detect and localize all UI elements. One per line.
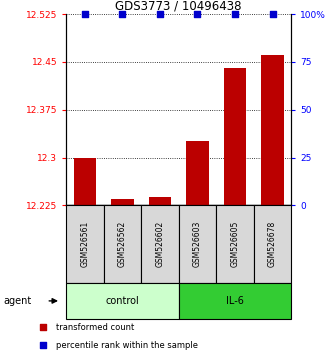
Bar [111, 199, 134, 205]
Text: GSM526561: GSM526561 [80, 221, 89, 267]
Text: IL-6: IL-6 [226, 296, 244, 306]
Point [270, 11, 275, 17]
Bar [66, 283, 179, 319]
Bar [254, 205, 291, 283]
Bar [104, 205, 141, 283]
Bar [216, 205, 254, 283]
Bar [261, 55, 284, 205]
Text: control: control [106, 296, 139, 306]
Bar [66, 205, 104, 283]
Bar [141, 205, 179, 283]
Point [82, 11, 88, 17]
Text: GSM526562: GSM526562 [118, 221, 127, 267]
Title: GDS3773 / 10496438: GDS3773 / 10496438 [116, 0, 242, 13]
Point [41, 325, 46, 330]
Bar [179, 283, 291, 319]
Bar [149, 197, 171, 205]
Point [232, 11, 238, 17]
Text: percentile rank within the sample: percentile rank within the sample [56, 341, 198, 350]
Text: GSM526603: GSM526603 [193, 221, 202, 268]
Point [41, 342, 46, 348]
Text: transformed count: transformed count [56, 323, 135, 332]
Bar [224, 68, 246, 205]
Text: GSM526605: GSM526605 [230, 221, 240, 268]
Text: agent: agent [3, 296, 31, 306]
Point [195, 11, 200, 17]
Bar [179, 205, 216, 283]
Text: GSM526678: GSM526678 [268, 221, 277, 267]
Bar [74, 158, 96, 205]
Text: GSM526602: GSM526602 [156, 221, 165, 267]
Point [157, 11, 163, 17]
Bar [186, 141, 209, 205]
Point [120, 11, 125, 17]
